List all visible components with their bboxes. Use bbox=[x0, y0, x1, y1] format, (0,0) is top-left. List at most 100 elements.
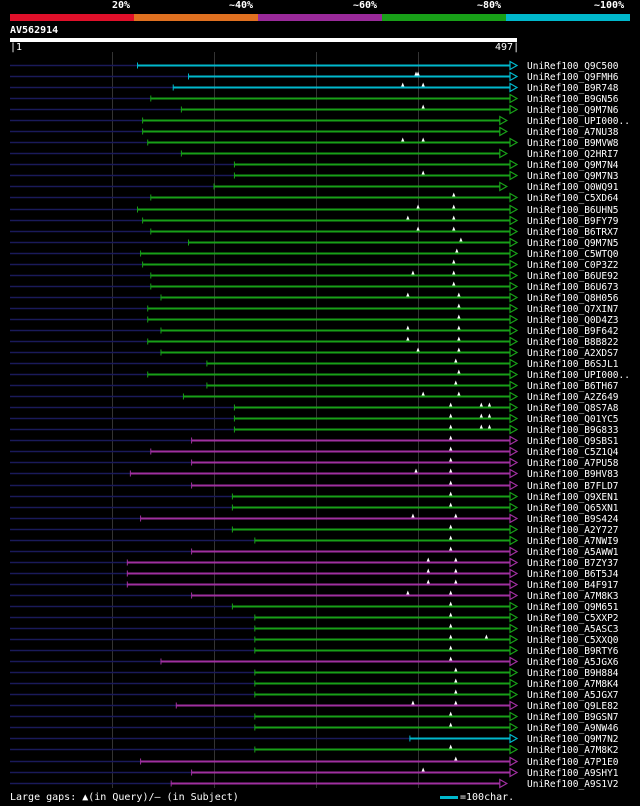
gap-marker-icon bbox=[414, 71, 418, 76]
gap-marker-icon bbox=[454, 513, 458, 518]
legend-label-100: ~100% bbox=[594, 0, 625, 11]
gap-marker-icon bbox=[452, 281, 456, 286]
hit-label: UniRef100_B7FLD7 bbox=[527, 481, 619, 492]
gap-marker-icon bbox=[449, 435, 453, 440]
hit-arrow-icon bbox=[509, 733, 519, 744]
hit-arrow-icon bbox=[509, 259, 519, 270]
hit-label: UniRef100_B9GSN7 bbox=[527, 712, 619, 723]
hit-label: UniRef100_A5AWW1 bbox=[527, 547, 619, 558]
hit-arrow-icon bbox=[509, 623, 519, 634]
hit-label: UniRef100_Q0D4Z3 bbox=[527, 315, 619, 326]
gap-marker-icon bbox=[449, 612, 453, 617]
gap-marker-icon bbox=[401, 82, 405, 87]
hit-arrow-icon bbox=[509, 667, 519, 678]
hit-label: UniRef100_C5XD64 bbox=[527, 193, 619, 204]
gap-marker-icon bbox=[449, 524, 453, 529]
hit-label: UniRef100_B6UHN5 bbox=[527, 205, 619, 216]
hit-arrow-icon bbox=[509, 292, 519, 303]
hit-arrow-icon bbox=[509, 402, 519, 413]
hit-arrow-icon bbox=[509, 502, 519, 513]
hit-label: UniRef100_Q9M651 bbox=[527, 602, 619, 613]
hit-arrow-icon bbox=[509, 93, 519, 104]
hit-label: UniRef100_C5WTQ0 bbox=[527, 249, 619, 260]
gap-marker-icon bbox=[406, 292, 410, 297]
hit-arrow-icon bbox=[499, 148, 509, 159]
hit-arrow-icon bbox=[509, 612, 519, 623]
hit-arrow-icon bbox=[509, 645, 519, 656]
gap-marker-icon bbox=[452, 192, 456, 197]
hit-label: UniRef100_B6T5J4 bbox=[527, 569, 619, 580]
gap-marker-icon bbox=[421, 767, 425, 772]
gap-marker-icon bbox=[479, 413, 483, 418]
gap-marker-icon bbox=[449, 480, 453, 485]
legend-segment-80 bbox=[382, 14, 506, 21]
gap-marker-icon bbox=[457, 325, 461, 330]
hit-label: UniRef100_C5Z1Q4 bbox=[527, 447, 619, 458]
gap-marker-icon bbox=[454, 678, 458, 683]
hit-arrow-icon bbox=[509, 446, 519, 457]
hit-arrow-icon bbox=[509, 424, 519, 435]
gap-marker-icon bbox=[449, 468, 453, 473]
gap-marker-icon bbox=[449, 457, 453, 462]
hit-arrow-icon bbox=[509, 457, 519, 468]
hit-label: UniRef100_B9HV83 bbox=[527, 469, 619, 480]
hit-arrow-icon bbox=[509, 435, 519, 446]
hit-label: UniRef100_B9MVW8 bbox=[527, 138, 619, 149]
hit-arrow-icon bbox=[509, 104, 519, 115]
hit-label: UniRef100_A9S1V2 bbox=[527, 779, 619, 790]
legend-segment-20 bbox=[10, 14, 134, 21]
hit-label: UniRef100_B9GN56 bbox=[527, 94, 619, 105]
hit-label: UniRef100_B9S424 bbox=[527, 514, 619, 525]
hit-arrow-icon bbox=[499, 778, 509, 789]
gap-marker-icon bbox=[416, 71, 420, 76]
legend-label-40: ~40% bbox=[229, 0, 254, 11]
gap-marker-icon bbox=[452, 215, 456, 220]
gap-marker-icon bbox=[457, 369, 461, 374]
gap-marker-icon bbox=[454, 700, 458, 705]
gap-marker-icon bbox=[455, 248, 459, 253]
legend-label-20: 20% bbox=[112, 0, 131, 11]
hit-label: UniRef100_A2XDS7 bbox=[527, 348, 619, 359]
hit-arrow-icon bbox=[509, 568, 519, 579]
gap-marker-icon bbox=[487, 402, 492, 407]
hit-label: UniRef100_A5ASC3 bbox=[527, 624, 619, 635]
gap-marker-icon bbox=[487, 413, 492, 418]
gap-marker-icon bbox=[457, 391, 461, 396]
gap-marker-icon bbox=[411, 513, 415, 518]
gap-marker-icon bbox=[449, 645, 453, 650]
hit-arrow-icon bbox=[509, 215, 519, 226]
gap-marker-icon bbox=[449, 623, 453, 628]
gap-marker-icon bbox=[411, 270, 415, 275]
gap-marker-icon bbox=[457, 314, 461, 319]
gaps-legend-note: Large gaps: ▲(in Query)/— (in Subject) bbox=[10, 792, 239, 803]
hit-label: UniRef100_B9R748 bbox=[527, 83, 619, 94]
gap-marker-icon bbox=[459, 237, 463, 242]
hit-arrow-icon bbox=[509, 369, 519, 380]
gap-marker-icon bbox=[487, 424, 492, 429]
hit-label: UniRef100_B6TRX7 bbox=[527, 227, 619, 238]
hit-arrow-icon bbox=[509, 656, 519, 667]
hit-arrow-icon bbox=[509, 71, 519, 82]
hit-label: UniRef100_C5XXQ0 bbox=[527, 635, 619, 646]
hit-arrow-icon bbox=[509, 601, 519, 612]
hit-label: UniRef100_Q8S7A8 bbox=[527, 403, 619, 414]
hit-label: UniRef100_Q65XN1 bbox=[527, 503, 619, 514]
hit-arrow-icon bbox=[509, 137, 519, 148]
hit-arrow-icon bbox=[509, 722, 519, 733]
hit-arrow-icon bbox=[509, 248, 519, 259]
hit-arrow-icon bbox=[509, 480, 519, 491]
hit-label: UniRef100_B6TH67 bbox=[527, 381, 619, 392]
hit-label: UniRef100_A7M8K3 bbox=[527, 591, 619, 602]
gap-marker-icon bbox=[426, 557, 430, 562]
gap-marker-icon bbox=[449, 402, 453, 407]
hit-arrow-icon bbox=[509, 358, 519, 369]
hit-arrow-icon bbox=[509, 535, 519, 546]
gap-marker-icon bbox=[449, 546, 453, 551]
gap-marker-icon bbox=[406, 590, 410, 595]
gap-marker-icon bbox=[452, 259, 456, 264]
gap-marker-icon bbox=[457, 292, 461, 297]
gap-marker-icon bbox=[421, 104, 425, 109]
hit-label: UniRef100_B9G833 bbox=[527, 425, 619, 436]
hit-arrow-icon bbox=[509, 159, 519, 170]
